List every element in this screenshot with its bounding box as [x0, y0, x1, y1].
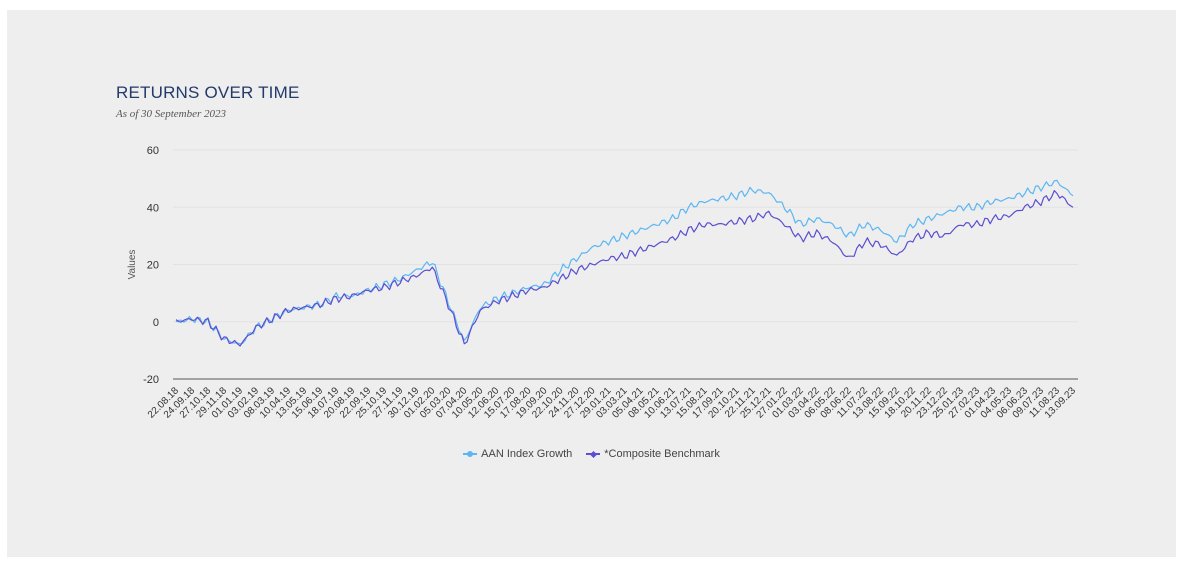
circle-marker-icon — [463, 449, 478, 459]
chart-panel — [7, 10, 1176, 557]
chart-subtitle: As of 30 September 2023 — [116, 108, 226, 120]
legend-label: AAN Index Growth — [481, 448, 573, 460]
y-axis-label: Values — [127, 250, 138, 280]
legend-item[interactable]: AAN Index Growth — [463, 448, 572, 460]
y-tick-label: -20 — [143, 374, 159, 386]
y-tick-label: 40 — [147, 202, 159, 214]
chart-title: RETURNS OVER TIME — [116, 83, 300, 102]
diamond-marker-icon — [586, 449, 601, 459]
legend-item[interactable]: *Composite Benchmark — [586, 448, 720, 460]
series-line-1 — [175, 179, 1074, 345]
legend-label: *Composite Benchmark — [604, 448, 720, 460]
y-tick-label: 20 — [147, 260, 159, 272]
series-line-2 — [175, 190, 1074, 347]
y-tick-label: 0 — [153, 317, 159, 329]
y-tick-label: 60 — [147, 145, 159, 157]
chart-legend: AAN Index Growth *Composite Benchmark — [0, 448, 1183, 462]
